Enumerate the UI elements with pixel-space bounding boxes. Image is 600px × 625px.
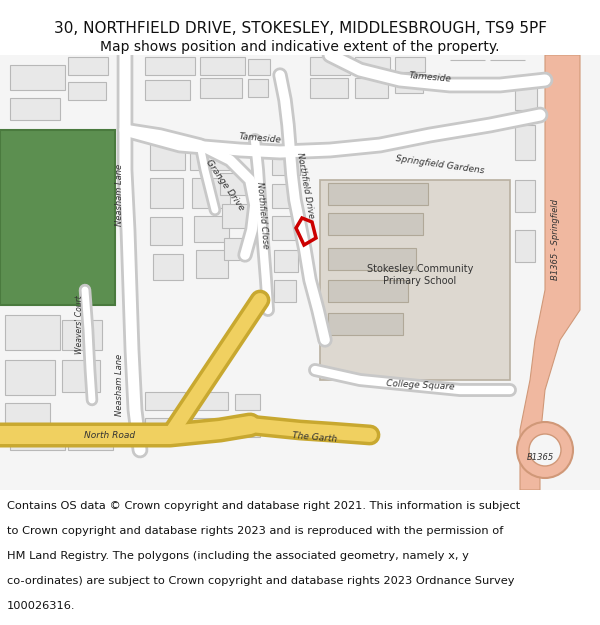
Text: co-ordinates) are subject to Crown copyright and database rights 2023 Ordnance S: co-ordinates) are subject to Crown copyr… bbox=[7, 576, 515, 586]
Bar bbox=[62, 320, 102, 350]
Bar bbox=[395, 57, 425, 72]
Bar bbox=[272, 153, 300, 175]
Polygon shape bbox=[520, 55, 580, 490]
Bar bbox=[145, 57, 195, 75]
Bar bbox=[355, 57, 390, 75]
Text: The Garth: The Garth bbox=[292, 431, 338, 444]
Bar bbox=[237, 419, 260, 437]
Polygon shape bbox=[320, 180, 510, 380]
Bar bbox=[274, 250, 298, 272]
Bar bbox=[328, 280, 408, 302]
Bar bbox=[200, 78, 242, 98]
Text: Stokesley Community
Primary School: Stokesley Community Primary School bbox=[367, 264, 473, 286]
Bar bbox=[196, 250, 228, 278]
Bar bbox=[200, 57, 245, 75]
Bar bbox=[68, 57, 108, 75]
Bar bbox=[328, 248, 416, 270]
Bar bbox=[235, 394, 260, 410]
Bar bbox=[328, 213, 423, 235]
Bar bbox=[328, 313, 403, 335]
Bar bbox=[150, 217, 182, 245]
Text: Springfield Gardens: Springfield Gardens bbox=[395, 154, 485, 176]
Text: 100026316.: 100026316. bbox=[7, 601, 76, 611]
Bar bbox=[222, 204, 248, 228]
Bar bbox=[5, 360, 55, 395]
Text: 30, NORTHFIELD DRIVE, STOKESLEY, MIDDLESBROUGH, TS9 5PF: 30, NORTHFIELD DRIVE, STOKESLEY, MIDDLES… bbox=[53, 21, 547, 36]
Text: College Square: College Square bbox=[386, 379, 454, 391]
Bar bbox=[10, 98, 60, 120]
Bar bbox=[10, 438, 65, 450]
Bar bbox=[5, 403, 50, 435]
Text: Map shows position and indicative extent of the property.: Map shows position and indicative extent… bbox=[100, 40, 500, 54]
Text: Neasham Lane: Neasham Lane bbox=[115, 164, 125, 226]
Text: HM Land Registry. The polygons (including the associated geometry, namely x, y: HM Land Registry. The polygons (includin… bbox=[7, 551, 469, 561]
Bar bbox=[515, 125, 535, 160]
Bar bbox=[150, 142, 185, 170]
Circle shape bbox=[529, 434, 561, 466]
Bar bbox=[272, 216, 297, 240]
Text: Grange Drive: Grange Drive bbox=[204, 158, 246, 212]
Circle shape bbox=[517, 422, 573, 478]
Bar bbox=[274, 280, 296, 302]
Bar bbox=[395, 75, 423, 93]
Bar bbox=[145, 80, 190, 100]
Text: North Road: North Road bbox=[85, 431, 136, 439]
Text: to Crown copyright and database rights 2023 and is reproduced with the permissio: to Crown copyright and database rights 2… bbox=[7, 526, 503, 536]
Text: B1365: B1365 bbox=[526, 454, 554, 462]
Bar bbox=[248, 79, 268, 97]
Bar bbox=[515, 180, 535, 212]
Bar bbox=[153, 254, 183, 280]
Bar bbox=[68, 82, 106, 100]
Bar bbox=[0, 130, 115, 305]
Bar bbox=[145, 418, 183, 438]
Bar bbox=[10, 65, 65, 90]
Text: Tameside: Tameside bbox=[409, 71, 452, 83]
Bar bbox=[5, 315, 60, 350]
Text: Northfield Drive: Northfield Drive bbox=[295, 151, 315, 219]
Bar bbox=[68, 438, 113, 450]
Bar bbox=[355, 78, 388, 98]
Bar bbox=[192, 178, 230, 208]
Bar bbox=[328, 183, 428, 205]
Text: Northfield Close: Northfield Close bbox=[254, 181, 269, 249]
Bar bbox=[310, 57, 350, 75]
Bar bbox=[190, 142, 230, 170]
Bar bbox=[310, 78, 348, 98]
Bar bbox=[224, 238, 248, 260]
Text: B1365 - Springfield: B1365 - Springfield bbox=[551, 199, 560, 281]
Bar bbox=[220, 173, 248, 195]
Text: Tameside: Tameside bbox=[238, 132, 281, 144]
Bar bbox=[192, 418, 227, 438]
Bar bbox=[150, 178, 183, 208]
Text: Neasham Lane: Neasham Lane bbox=[115, 354, 125, 416]
Bar bbox=[194, 216, 229, 242]
Bar bbox=[145, 392, 185, 410]
Bar bbox=[248, 59, 270, 75]
Text: Contains OS data © Crown copyright and database right 2021. This information is : Contains OS data © Crown copyright and d… bbox=[7, 501, 520, 511]
Text: Weavers' Court: Weavers' Court bbox=[76, 296, 85, 354]
Bar bbox=[62, 360, 100, 392]
Bar bbox=[272, 184, 298, 208]
Bar bbox=[190, 392, 228, 410]
Bar bbox=[515, 230, 535, 262]
Bar bbox=[515, 75, 537, 110]
